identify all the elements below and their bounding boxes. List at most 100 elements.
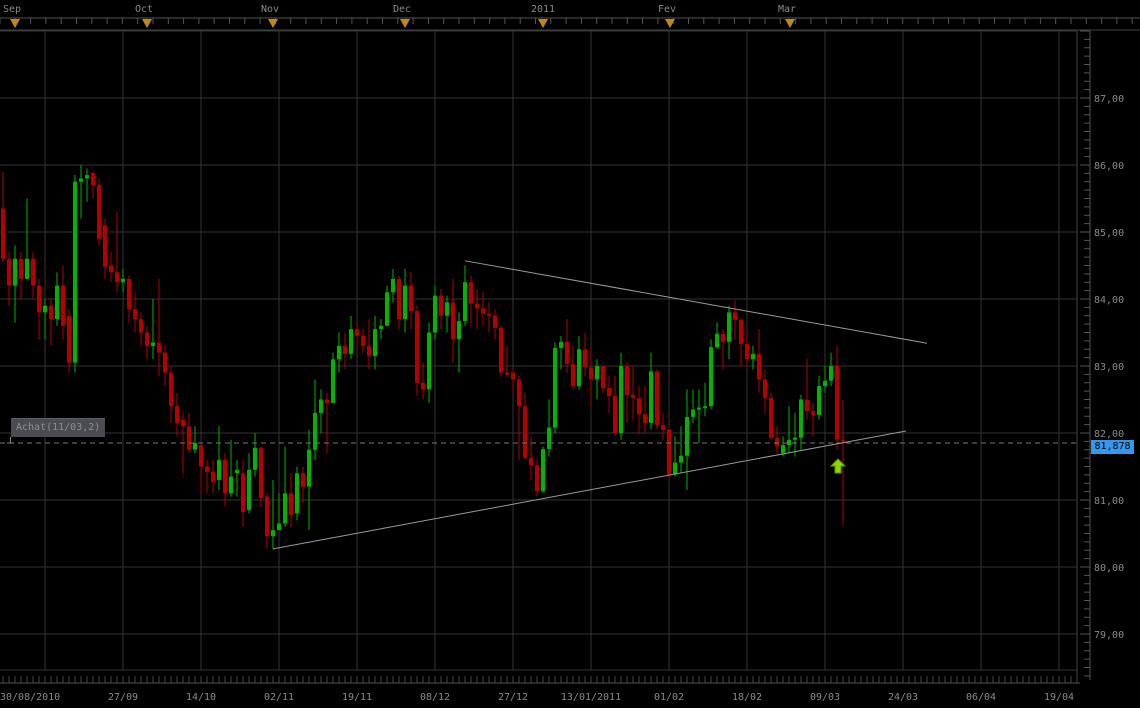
date-label: 18/02 — [732, 692, 762, 703]
candle-down — [37, 285, 41, 313]
candle-up — [307, 449, 311, 487]
month-label: Fev — [658, 4, 676, 15]
candle-down — [265, 496, 269, 537]
candle-up — [25, 258, 29, 279]
candle-up — [715, 333, 719, 348]
candle-up — [13, 258, 17, 286]
candle-down — [625, 366, 629, 395]
candle-down — [667, 429, 671, 476]
candle-up — [619, 366, 623, 433]
candle-up — [271, 530, 275, 537]
candle-down — [49, 305, 53, 320]
candle-up — [55, 285, 59, 320]
date-label: 27/12 — [498, 692, 528, 703]
month-marker-icon[interactable] — [665, 19, 675, 28]
month-label: Oct — [135, 4, 153, 15]
price-label: 82,00 — [1094, 429, 1124, 440]
last-price-label: 81,878 — [1091, 440, 1134, 454]
date-label: 13/01/2011 — [561, 692, 621, 703]
candle-down — [745, 343, 749, 360]
price-label: 85,00 — [1094, 228, 1124, 239]
candle-up — [379, 325, 383, 330]
candle-up — [559, 341, 563, 348]
candle-up — [403, 285, 407, 320]
price-label: 81,00 — [1094, 496, 1124, 507]
candle-down — [157, 342, 161, 353]
candle-down — [505, 372, 509, 375]
candle-down — [145, 332, 149, 346]
candle-up — [799, 399, 803, 438]
price-label: 86,00 — [1094, 161, 1124, 172]
candle-down — [187, 426, 191, 450]
candle-up — [787, 439, 791, 446]
month-marker-icon[interactable] — [400, 19, 410, 28]
candles — [1, 165, 845, 549]
candle-up — [85, 175, 89, 179]
trendline-support[interactable] — [272, 430, 907, 550]
candle-down — [163, 352, 167, 373]
candle-up — [151, 342, 155, 346]
month-marker-icon[interactable] — [785, 19, 795, 28]
candle-down — [109, 265, 113, 273]
price-label: 79,00 — [1094, 630, 1124, 641]
trendline-resistance[interactable] — [464, 260, 928, 344]
month-label: Nov — [261, 4, 279, 15]
date-label: 30/08/2010 — [0, 692, 60, 703]
price-label: 87,00 — [1094, 94, 1124, 105]
grid — [0, 30, 1078, 680]
candle-up — [121, 278, 125, 283]
candle-down — [841, 439, 845, 442]
candle-up — [193, 443, 197, 450]
month-marker-icon[interactable] — [538, 19, 548, 28]
candle-down — [367, 345, 371, 356]
candle-down — [133, 309, 137, 320]
candle-up — [319, 399, 323, 413]
candle-down — [325, 399, 329, 403]
candle-down — [535, 465, 539, 492]
candle-down — [289, 493, 293, 515]
month-marker-icon[interactable] — [10, 19, 20, 28]
candle-down — [613, 396, 617, 433]
candle-down — [805, 399, 809, 411]
candle-up — [373, 329, 377, 356]
candle-down — [7, 258, 11, 286]
date-label: 09/03 — [810, 692, 840, 703]
candle-down — [181, 419, 185, 427]
buy-signal-arrow-icon — [829, 458, 847, 474]
price-label: 83,00 — [1094, 362, 1124, 373]
candle-down — [139, 319, 143, 333]
candle-up — [595, 366, 599, 380]
date-label: 06/04 — [966, 692, 996, 703]
candle-down — [31, 258, 35, 286]
month-marker-icon[interactable] — [142, 19, 152, 28]
candle-down — [583, 349, 587, 368]
candle-down — [115, 272, 119, 283]
candle-up — [709, 347, 713, 407]
candle-down — [571, 363, 575, 387]
candle-up — [385, 292, 389, 326]
date-label: 01/02 — [654, 692, 684, 703]
candle-down — [565, 341, 569, 364]
candle-up — [313, 412, 317, 450]
candle-down — [355, 329, 359, 336]
candle-up — [463, 282, 467, 322]
candle-down — [1, 208, 5, 259]
candle-down — [397, 278, 401, 320]
candle-down — [361, 335, 365, 346]
date-label: 19/11 — [342, 692, 372, 703]
month-label: 2011 — [531, 4, 555, 15]
candle-down — [415, 311, 419, 383]
month-label: Mar — [778, 4, 796, 15]
candle-up — [649, 371, 653, 423]
candle-down — [469, 282, 473, 304]
date-label: 14/10 — [186, 692, 216, 703]
candle-down — [601, 366, 605, 389]
candle-down — [769, 398, 773, 438]
candle-up — [391, 278, 395, 293]
trendlines[interactable] — [0, 260, 1077, 550]
order-label[interactable]: Achat(11/03,2) — [11, 418, 106, 437]
candle-down — [811, 410, 815, 415]
month-marker-icon[interactable] — [268, 19, 278, 28]
date-label: 24/03 — [888, 692, 918, 703]
candle-up — [457, 321, 461, 340]
